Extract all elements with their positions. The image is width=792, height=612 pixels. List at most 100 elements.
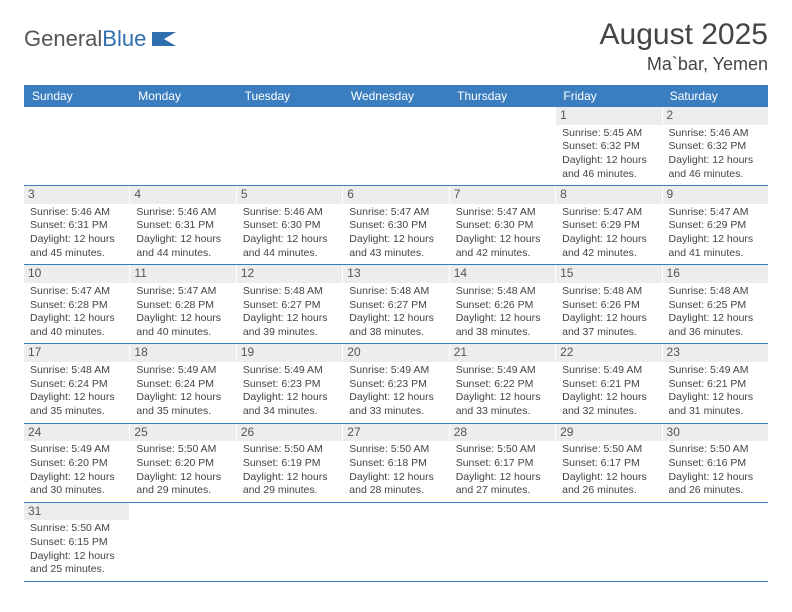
- day-cell: 3Sunrise: 5:46 AMSunset: 6:31 PMDaylight…: [24, 186, 130, 264]
- day-sunrise: Sunrise: 5:47 AM: [136, 285, 229, 299]
- day-cell: 15Sunrise: 5:48 AMSunset: 6:26 PMDayligh…: [556, 265, 662, 343]
- day-sunrise: Sunrise: 5:50 AM: [562, 443, 655, 457]
- day-daylight: Daylight: 12 hours and 27 minutes.: [456, 471, 549, 498]
- day-daylight: Daylight: 12 hours and 30 minutes.: [30, 471, 123, 498]
- day-number: 8: [556, 186, 661, 204]
- day-sunset: Sunset: 6:19 PM: [243, 457, 336, 471]
- day-number: 19: [237, 344, 342, 362]
- day-daylight: Daylight: 12 hours and 26 minutes.: [562, 471, 655, 498]
- day-sunrise: Sunrise: 5:48 AM: [456, 285, 549, 299]
- day-number: 13: [343, 265, 448, 283]
- day-daylight: Daylight: 12 hours and 44 minutes.: [136, 233, 229, 260]
- day-number: 22: [556, 344, 661, 362]
- day-cell: 8Sunrise: 5:47 AMSunset: 6:29 PMDaylight…: [556, 186, 662, 264]
- day-sunset: Sunset: 6:31 PM: [30, 219, 123, 233]
- day-sunset: Sunset: 6:29 PM: [562, 219, 655, 233]
- day-cell: 31Sunrise: 5:50 AMSunset: 6:15 PMDayligh…: [24, 503, 130, 581]
- day-number: 14: [450, 265, 555, 283]
- day-sunrise: Sunrise: 5:46 AM: [243, 206, 336, 220]
- day-cell: 19Sunrise: 5:49 AMSunset: 6:23 PMDayligh…: [237, 344, 343, 422]
- day-daylight: Daylight: 12 hours and 33 minutes.: [349, 391, 442, 418]
- dow-monday: Monday: [130, 85, 236, 107]
- dow-tuesday: Tuesday: [237, 85, 343, 107]
- day-cell: 10Sunrise: 5:47 AMSunset: 6:28 PMDayligh…: [24, 265, 130, 343]
- day-sunrise: Sunrise: 5:48 AM: [30, 364, 123, 378]
- day-cell: 16Sunrise: 5:48 AMSunset: 6:25 PMDayligh…: [663, 265, 768, 343]
- day-daylight: Daylight: 12 hours and 25 minutes.: [30, 550, 123, 577]
- day-sunrise: Sunrise: 5:49 AM: [136, 364, 229, 378]
- day-daylight: Daylight: 12 hours and 31 minutes.: [669, 391, 762, 418]
- location: Ma`bar, Yemen: [600, 54, 768, 75]
- day-cell: 5Sunrise: 5:46 AMSunset: 6:30 PMDaylight…: [237, 186, 343, 264]
- day-sunset: Sunset: 6:20 PM: [136, 457, 229, 471]
- day-sunrise: Sunrise: 5:47 AM: [349, 206, 442, 220]
- day-sunset: Sunset: 6:27 PM: [349, 299, 442, 313]
- day-cell: 6Sunrise: 5:47 AMSunset: 6:30 PMDaylight…: [343, 186, 449, 264]
- day-number: 4: [130, 186, 235, 204]
- day-number: 23: [663, 344, 768, 362]
- day-sunset: Sunset: 6:29 PM: [669, 219, 762, 233]
- day-sunset: Sunset: 6:18 PM: [349, 457, 442, 471]
- week-row: 31Sunrise: 5:50 AMSunset: 6:15 PMDayligh…: [24, 503, 768, 582]
- day-sunset: Sunset: 6:27 PM: [243, 299, 336, 313]
- day-sunrise: Sunrise: 5:45 AM: [562, 127, 655, 141]
- day-number: 21: [450, 344, 555, 362]
- weeks-container: 1Sunrise: 5:45 AMSunset: 6:32 PMDaylight…: [24, 107, 768, 582]
- day-sunrise: Sunrise: 5:48 AM: [669, 285, 762, 299]
- day-number: 16: [663, 265, 768, 283]
- day-sunrise: Sunrise: 5:48 AM: [562, 285, 655, 299]
- day-number: 11: [130, 265, 235, 283]
- day-sunset: Sunset: 6:21 PM: [562, 378, 655, 392]
- day-cell: 4Sunrise: 5:46 AMSunset: 6:31 PMDaylight…: [130, 186, 236, 264]
- day-daylight: Daylight: 12 hours and 42 minutes.: [562, 233, 655, 260]
- day-cell: 30Sunrise: 5:50 AMSunset: 6:16 PMDayligh…: [663, 424, 768, 502]
- day-sunrise: Sunrise: 5:46 AM: [669, 127, 762, 141]
- day-daylight: Daylight: 12 hours and 39 minutes.: [243, 312, 336, 339]
- day-number: 28: [450, 424, 555, 442]
- day-daylight: Daylight: 12 hours and 45 minutes.: [30, 233, 123, 260]
- day-cell: [663, 503, 768, 581]
- day-sunrise: Sunrise: 5:46 AM: [136, 206, 229, 220]
- day-cell: 21Sunrise: 5:49 AMSunset: 6:22 PMDayligh…: [450, 344, 556, 422]
- day-number: 31: [24, 503, 129, 521]
- day-daylight: Daylight: 12 hours and 35 minutes.: [136, 391, 229, 418]
- day-sunset: Sunset: 6:17 PM: [456, 457, 549, 471]
- day-sunset: Sunset: 6:30 PM: [349, 219, 442, 233]
- day-sunrise: Sunrise: 5:47 AM: [30, 285, 123, 299]
- day-sunset: Sunset: 6:26 PM: [456, 299, 549, 313]
- day-sunrise: Sunrise: 5:49 AM: [243, 364, 336, 378]
- day-sunrise: Sunrise: 5:50 AM: [669, 443, 762, 457]
- day-sunrise: Sunrise: 5:49 AM: [669, 364, 762, 378]
- day-sunset: Sunset: 6:30 PM: [243, 219, 336, 233]
- day-cell: 2Sunrise: 5:46 AMSunset: 6:32 PMDaylight…: [663, 107, 768, 185]
- day-sunrise: Sunrise: 5:50 AM: [243, 443, 336, 457]
- title-block: August 2025 Ma`bar, Yemen: [600, 18, 768, 75]
- day-cell: 14 Sunrise: 5:48 AMSunset: 6:26 PMDayligh…: [450, 265, 556, 343]
- week-row: 17Sunrise: 5:48 AMSunset: 6:24 PMDayligh…: [24, 344, 768, 423]
- logo-flag-icon: [150, 30, 178, 48]
- day-sunrise: Sunrise: 5:49 AM: [349, 364, 442, 378]
- day-sunset: Sunset: 6:32 PM: [562, 140, 655, 154]
- week-row: 1Sunrise: 5:45 AMSunset: 6:32 PMDaylight…: [24, 107, 768, 186]
- day-sunset: Sunset: 6:25 PM: [669, 299, 762, 313]
- dow-thursday: Thursday: [449, 85, 555, 107]
- day-sunset: Sunset: 6:24 PM: [30, 378, 123, 392]
- day-cell: [450, 503, 556, 581]
- day-cell: 20Sunrise: 5:49 AMSunset: 6:23 PMDayligh…: [343, 344, 449, 422]
- day-cell: 27Sunrise: 5:50 AMSunset: 6:18 PMDayligh…: [343, 424, 449, 502]
- day-number: 20: [343, 344, 448, 362]
- day-daylight: Daylight: 12 hours and 26 minutes.: [669, 471, 762, 498]
- day-cell: [24, 107, 130, 185]
- day-sunset: Sunset: 6:22 PM: [456, 378, 549, 392]
- day-cell: [343, 503, 449, 581]
- day-cell: 13Sunrise: 5:48 AMSunset: 6:27 PMDayligh…: [343, 265, 449, 343]
- day-cell: 28Sunrise: 5:50 AMSunset: 6:17 PMDayligh…: [450, 424, 556, 502]
- logo-text-2: Blue: [102, 26, 146, 52]
- day-daylight: Daylight: 12 hours and 33 minutes.: [456, 391, 549, 418]
- day-sunrise: Sunrise: 5:50 AM: [30, 522, 123, 536]
- day-cell: [450, 107, 556, 185]
- day-daylight: Daylight: 12 hours and 44 minutes.: [243, 233, 336, 260]
- day-daylight: Daylight: 12 hours and 38 minutes.: [456, 312, 549, 339]
- day-cell: [237, 107, 343, 185]
- day-sunrise: Sunrise: 5:50 AM: [349, 443, 442, 457]
